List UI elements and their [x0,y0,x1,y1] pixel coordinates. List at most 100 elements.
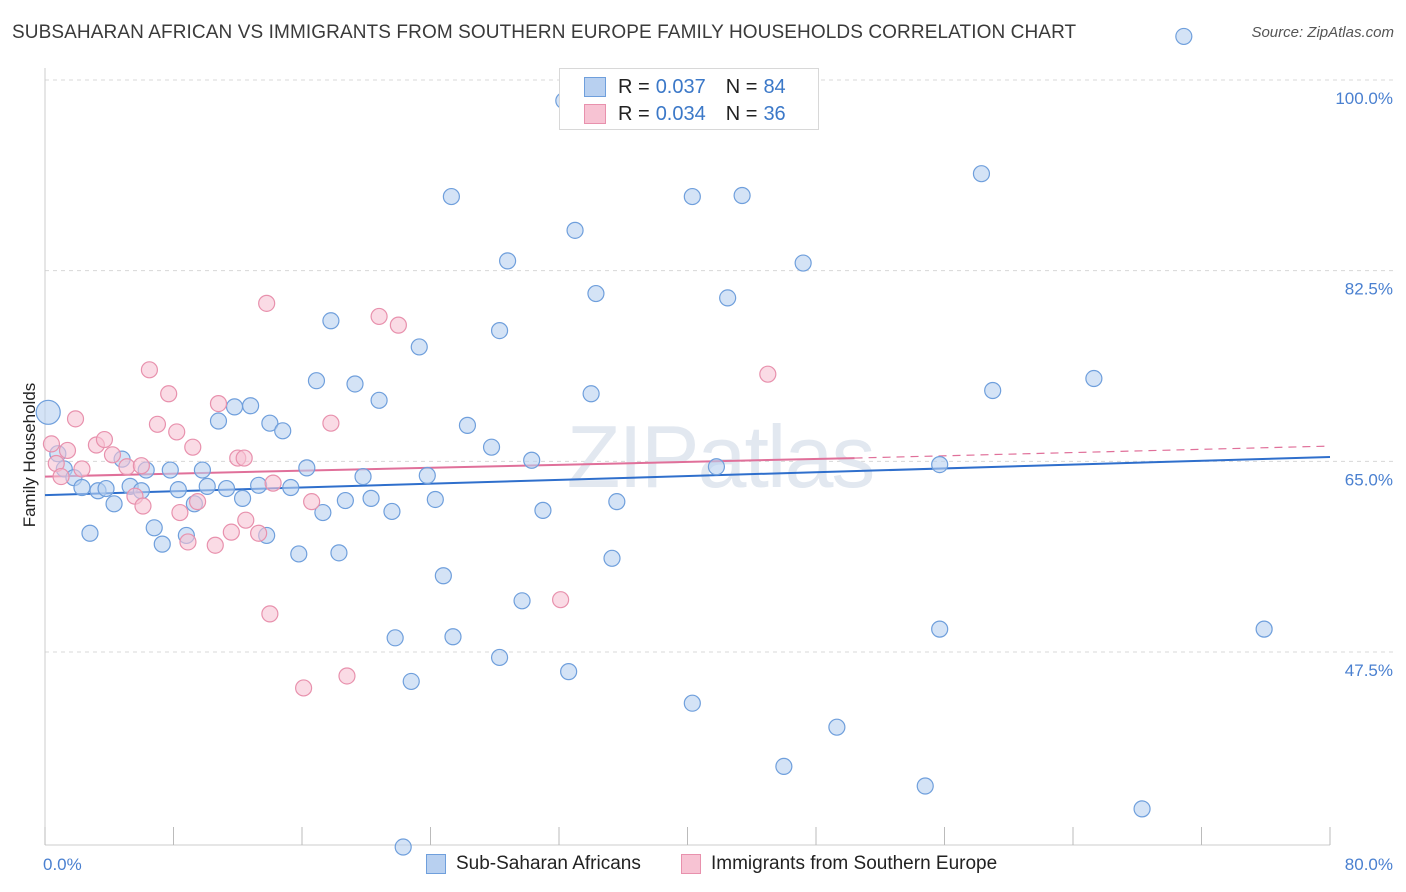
data-point-subsaharan [307,372,326,390]
data-point-subsaharan [145,519,163,537]
data-point-southern-europe [118,458,136,476]
data-point-southern-europe [103,446,122,464]
points-layer [35,27,1273,856]
data-point-subsaharan [336,491,354,510]
data-point-subsaharan [354,467,372,486]
legend-swatch-pink [584,104,606,124]
data-point-subsaharan [370,391,388,409]
data-point-subsaharan [534,501,552,519]
legend-n-value-series1: 84 [763,75,786,98]
y-tick-label: 100.0% [1335,89,1393,108]
data-point-subsaharan [719,289,737,307]
data-point-subsaharan [603,549,621,567]
data-point-subsaharan [35,399,61,425]
data-point-subsaharan [828,718,846,736]
data-point-southern-europe [235,449,253,467]
data-point-southern-europe [132,457,150,475]
data-point-subsaharan [242,397,260,415]
data-point-southern-europe [184,438,202,456]
data-point-subsaharan [346,375,364,393]
source-label: Source: ZipAtlas.com [1251,24,1394,41]
watermark: ZIPatlas [567,407,874,506]
legend-r-label: R = [618,102,650,125]
legend-r-label: R = [618,75,650,98]
data-point-subsaharan [733,186,751,205]
data-point-subsaharan [410,338,428,356]
data-point-subsaharan [434,567,452,585]
data-point-subsaharan [458,416,477,434]
data-point-southern-europe [188,493,207,511]
data-point-subsaharan [490,648,509,667]
bottom-legend-series1: Sub-Saharan Africans [426,852,641,876]
axis-layer [44,68,1331,846]
correlation-legend: R = 0.037 N = 84 R = 0.034 N = 36 [559,68,819,130]
data-point-subsaharan [282,478,300,497]
data-point-subsaharan [482,438,501,456]
data-point-southern-europe [303,493,321,511]
data-point-subsaharan [314,503,332,522]
data-point-subsaharan [362,489,380,507]
data-point-southern-europe [759,365,777,383]
data-point-southern-europe [58,441,77,460]
data-point-southern-europe [370,307,388,326]
bottom-legend-label-series1: Sub-Saharan Africans [456,853,641,874]
data-point-subsaharan [97,479,115,498]
data-point-subsaharan [330,544,348,562]
data-point-southern-europe [338,667,356,685]
data-point-southern-europe [237,511,255,529]
data-point-subsaharan [683,694,701,712]
bottom-legend-series2: Immigrants from Southern Europe [681,852,997,876]
data-point-southern-europe [95,430,114,449]
data-point-subsaharan [1085,369,1103,388]
data-point-southern-europe [261,605,279,623]
data-point-southern-europe [73,460,91,478]
data-point-southern-europe [140,361,159,379]
grid-layer [45,79,1393,653]
data-point-subsaharan [383,502,401,521]
data-point-southern-europe [134,497,152,515]
data-point-subsaharan [931,456,949,474]
data-point-southern-europe [160,385,178,403]
legend-n-label: N = [725,75,758,98]
data-point-southern-europe [42,435,61,453]
data-point-subsaharan [217,479,236,498]
data-point-southern-europe [552,591,570,609]
data-point-southern-europe [66,410,85,428]
data-point-subsaharan [582,385,600,403]
data-point-subsaharan [402,672,420,691]
y-tick-label: 65.0% [1345,470,1393,489]
data-point-subsaharan [490,321,509,340]
data-point-subsaharan [560,663,578,681]
data-point-southern-europe [322,414,340,432]
data-point-subsaharan [73,478,91,497]
data-point-subsaharan [290,545,308,563]
bottom-legend-swatch-pink [681,854,701,874]
data-point-subsaharan [587,284,605,303]
data-point-subsaharan [233,489,252,507]
data-point-southern-europe [206,536,224,554]
data-point-subsaharan [442,187,460,206]
tick-layer: 100.0% 82.5% 65.0% 47.5% 0.0% 80.0% [43,89,1393,874]
y-axis-label: Family Households [20,383,39,528]
data-point-subsaharan [523,451,541,469]
data-point-subsaharan [198,477,216,495]
data-point-subsaharan [81,524,99,542]
data-point-subsaharan [274,422,292,440]
legend-swatch-blue [584,77,606,97]
bottom-legend-swatch-blue [426,854,446,874]
legend-r-value-series2: 0.034 [655,102,706,125]
data-point-subsaharan [707,458,726,476]
legend-row-series1: R = 0.037 N = 84 [584,74,786,100]
data-point-subsaharan [608,493,626,511]
data-point-southern-europe [222,523,240,541]
data-point-southern-europe [171,503,189,522]
legend-n-value-series2: 36 [763,102,786,125]
data-point-subsaharan [984,381,1002,400]
data-point-subsaharan [683,187,701,206]
data-point-southern-europe [168,423,186,441]
data-point-subsaharan [972,165,991,183]
data-point-southern-europe [179,533,197,551]
data-point-southern-europe [258,294,276,312]
data-point-subsaharan [161,461,179,479]
